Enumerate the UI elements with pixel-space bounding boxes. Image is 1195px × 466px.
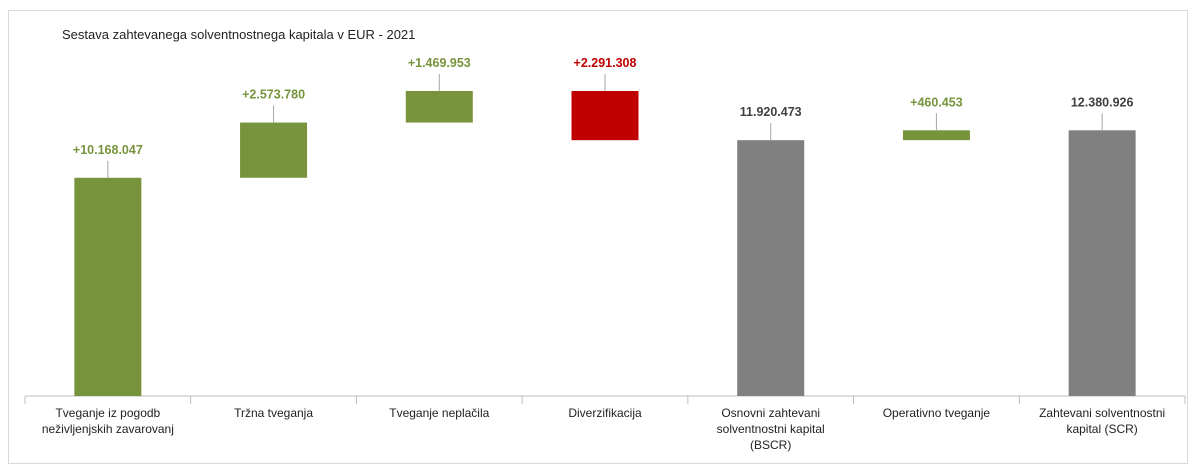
chart-title: Sestava zahtevanega solventnostnega kapi…	[62, 27, 416, 42]
bar	[240, 122, 308, 178]
x-tick-label: Zahtevani solventnostni kapital (SCR)	[1039, 406, 1166, 436]
bar	[902, 130, 970, 141]
x-tick-label: Tveganje iz pogodb neživljenjskih zavaro…	[41, 406, 174, 436]
value-label: +2.291.308	[574, 56, 637, 70]
value-label: 12.380.926	[1071, 95, 1134, 109]
value-label: +2.573.780	[242, 88, 305, 102]
x-tick-label: Operativno tveganje	[882, 406, 991, 420]
value-label: +10.168.047	[73, 143, 143, 157]
value-label: +1.469.953	[408, 56, 471, 70]
x-tick-label: Tveganje neplačila	[389, 406, 490, 420]
value-label: 11.920.473	[740, 105, 802, 119]
bar	[571, 91, 639, 141]
bar	[74, 177, 142, 396]
chart-frame	[8, 10, 1188, 464]
bar	[405, 91, 473, 123]
x-tick-label: Osnovni zahtevani solventnostni kapital …	[716, 406, 825, 452]
x-tick-label: Diverzifikacija	[568, 406, 642, 420]
bar	[1068, 130, 1136, 396]
bar	[737, 140, 805, 396]
value-label: +460.453	[910, 95, 963, 109]
x-tick-label: Tržna tveganja	[234, 406, 314, 420]
